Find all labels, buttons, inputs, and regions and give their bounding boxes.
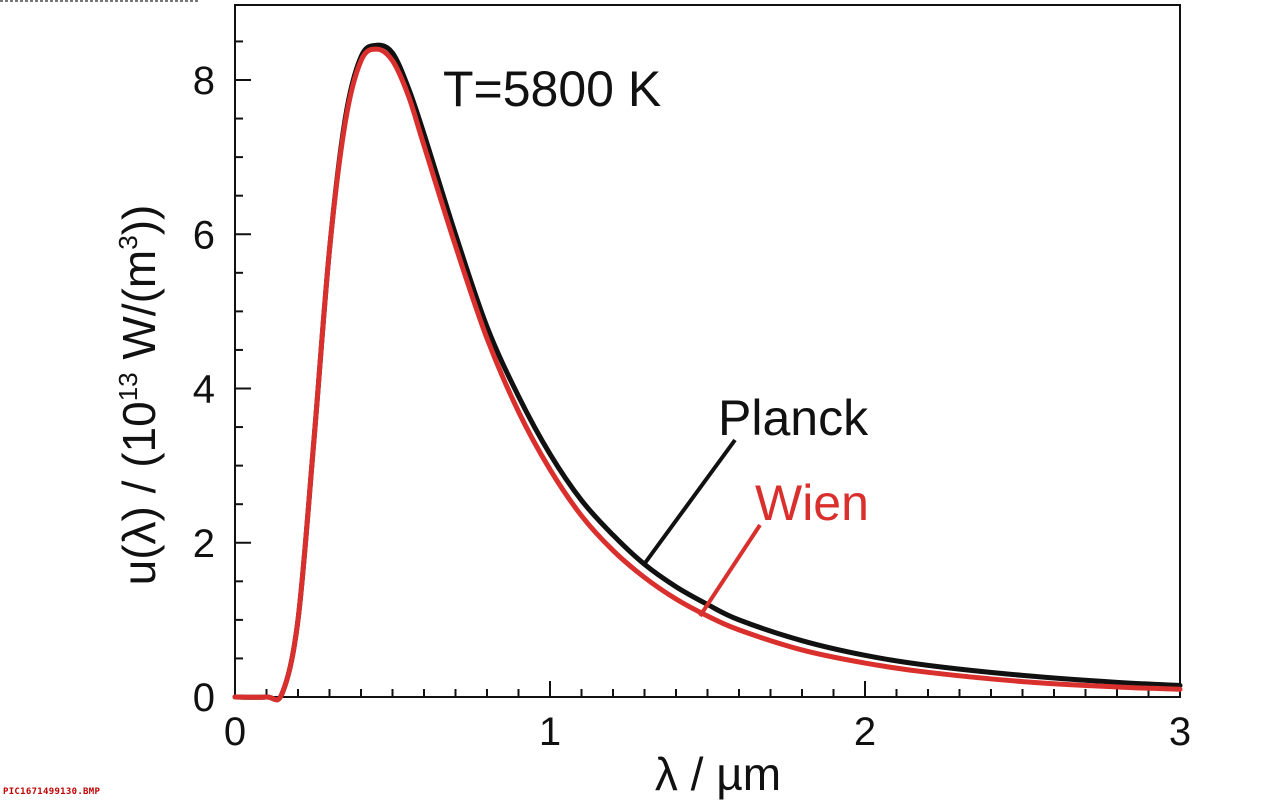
x-axis-title: λ / µm (655, 748, 781, 800)
planck-pointer-line (643, 438, 737, 565)
wien-pointer-line (698, 523, 762, 618)
plot-frame (234, 4, 1181, 698)
y-tick-label-1: 2 (193, 522, 215, 566)
x-axis-tick-labels: 0 1 2 3 (224, 710, 1191, 754)
x-tick-label-2: 2 (854, 710, 876, 754)
temperature-label: T=5800 K (443, 61, 661, 117)
x-tick-label-0: 0 (224, 710, 246, 754)
y-axis-title: u(λ) / (1013 W/(m3)) (113, 205, 165, 586)
series-line-wien (232, 46, 1183, 703)
y-tick-label-0: 0 (193, 676, 215, 720)
legend-label-wien: Wien (755, 475, 869, 531)
x-tick-label-1: 1 (539, 710, 561, 754)
series-layer (232, 42, 1183, 703)
x-axis-ticks (234, 681, 1181, 697)
y-tick-label-4: 8 (193, 59, 215, 103)
y-axis-title-part1: u(λ) / (10 (113, 401, 165, 585)
y-tick-label-2: 4 (193, 368, 215, 412)
top-strip-decoration (0, 0, 200, 2)
y-axis-ticks (235, 40, 251, 698)
legend-label-planck: Planck (718, 390, 869, 446)
y-axis-title-sup1: 13 (113, 372, 143, 401)
y-axis-tick-labels: 0 2 4 6 8 (193, 59, 215, 720)
x-tick-label-3: 3 (1169, 710, 1191, 754)
y-axis-title-part2: W/(m (113, 250, 165, 373)
file-label: PIC1671499130.BMP (3, 787, 101, 797)
y-axis-title-sup2: 3 (113, 235, 143, 249)
y-tick-label-3: 6 (193, 213, 215, 257)
y-axis-title-part3: )) (113, 205, 165, 236)
